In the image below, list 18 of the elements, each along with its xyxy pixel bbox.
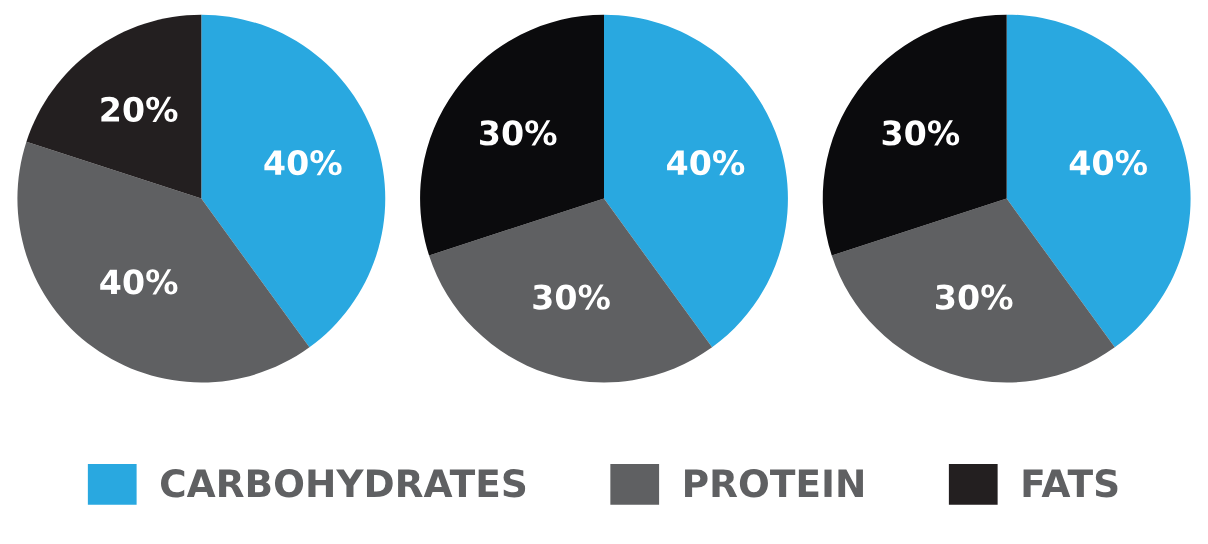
pie-slice xyxy=(831,198,1115,383)
legend-label: PROTEIN xyxy=(685,469,863,498)
pie-slice xyxy=(26,14,202,199)
pie-slice xyxy=(420,14,604,256)
data-label: 30% xyxy=(533,284,610,310)
data-label: 20% xyxy=(101,96,178,122)
data-label: 30% xyxy=(882,120,960,146)
data-label: 40% xyxy=(1069,150,1147,176)
pie-slice xyxy=(822,14,1007,256)
data-label: 40% xyxy=(264,150,342,176)
data-label: 40% xyxy=(667,150,745,176)
data-label: 30% xyxy=(480,120,557,146)
legend-label: CARBOHYDRATES xyxy=(160,469,526,498)
pie-slice xyxy=(201,14,386,348)
legend-label: FATS xyxy=(1023,469,1118,498)
data-label: 30% xyxy=(936,284,1013,310)
data-label: 40% xyxy=(100,269,178,295)
pie-slice xyxy=(429,198,713,383)
